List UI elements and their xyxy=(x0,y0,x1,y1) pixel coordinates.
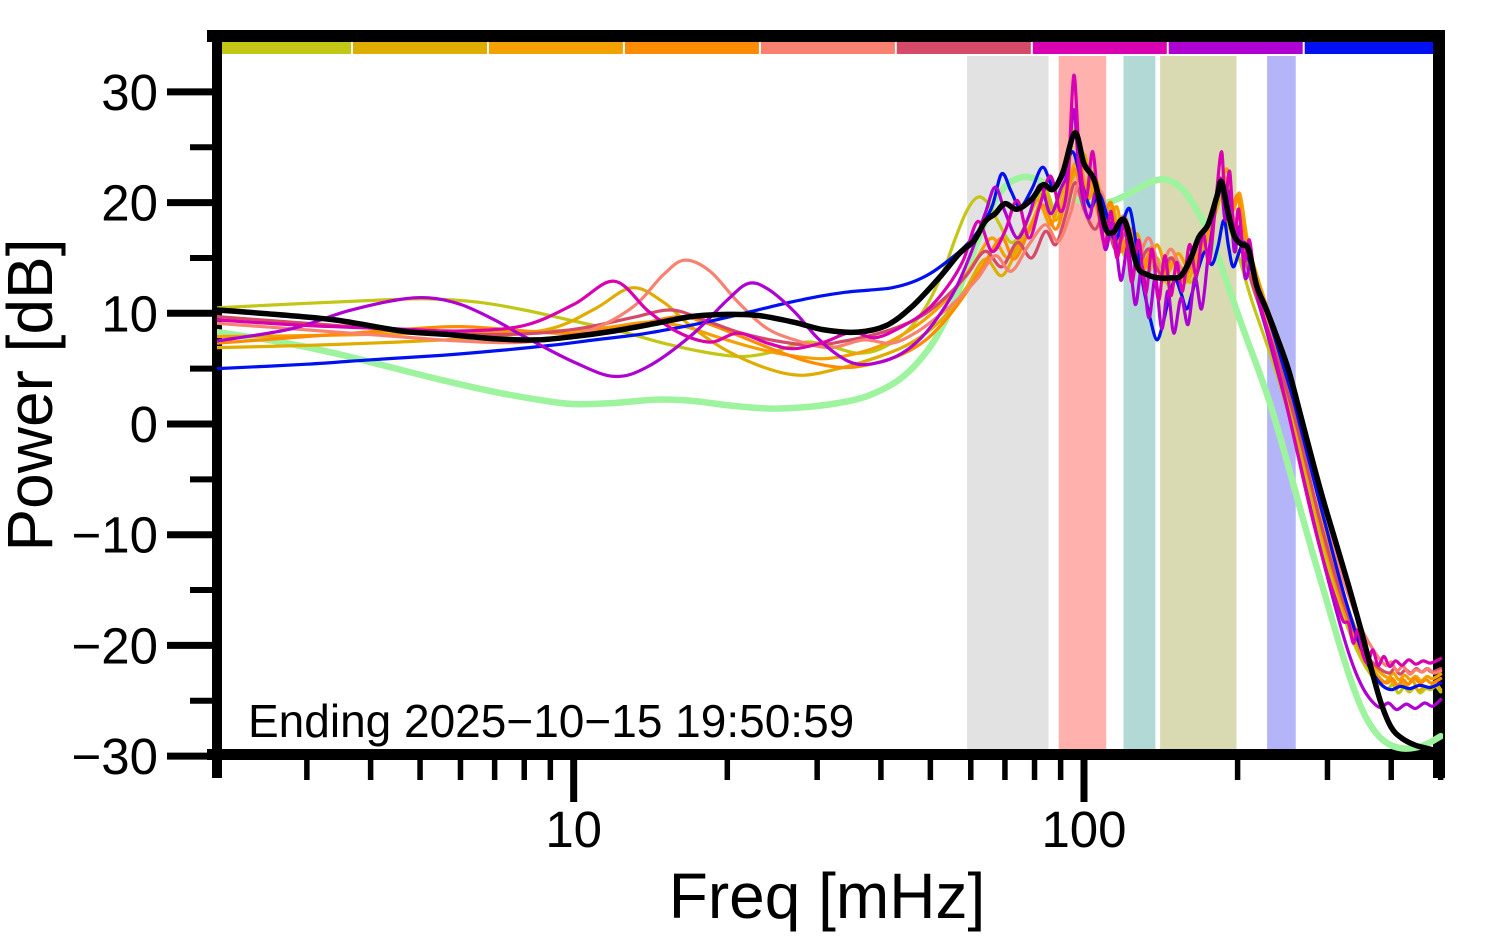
time-segment xyxy=(760,42,895,54)
series-salmon xyxy=(217,178,1443,676)
time-segment xyxy=(1304,42,1441,54)
y-tick-label: 30 xyxy=(101,64,158,121)
band-teal xyxy=(1123,56,1156,749)
y-tick-label: 0 xyxy=(130,396,158,453)
x-axis-title: Freq [mHz] xyxy=(669,860,985,932)
y-axis-title: Power [dB] xyxy=(0,238,66,551)
time-segment xyxy=(1168,42,1303,54)
y-tick-label: 20 xyxy=(101,175,158,232)
frame-top xyxy=(207,30,1445,42)
series-orange xyxy=(217,158,1443,683)
y-tick-label: −30 xyxy=(71,728,158,785)
series-mean-black xyxy=(217,130,1443,755)
ending-timestamp: Ending 2025−10−15 19:50:59 xyxy=(248,695,854,747)
frequency-bands xyxy=(967,56,1296,749)
time-segment xyxy=(353,42,487,54)
axis-ticks xyxy=(167,88,1444,802)
series-crimson xyxy=(217,181,1443,676)
y-tick-label: −10 xyxy=(71,507,158,564)
y-tick-label: 10 xyxy=(101,285,158,342)
time-segment xyxy=(896,42,1031,54)
plot-frame xyxy=(207,30,1445,778)
x-tick-label: 100 xyxy=(1041,801,1126,858)
frame-right xyxy=(1433,30,1445,778)
y-tick-label: −20 xyxy=(71,617,158,674)
time-segment-bar xyxy=(217,42,1441,54)
series-olive xyxy=(217,127,1443,695)
band-khaki xyxy=(1160,56,1237,749)
series-dark-orange xyxy=(217,167,1443,687)
time-segment xyxy=(488,42,623,54)
frame-bottom xyxy=(207,749,1445,760)
time-segment xyxy=(624,42,759,54)
series-purple xyxy=(217,107,1443,712)
series-blue xyxy=(217,150,1443,692)
time-segment xyxy=(217,42,351,54)
x-tick-label: 10 xyxy=(545,801,602,858)
band-gray xyxy=(967,56,1049,749)
time-segment xyxy=(1032,42,1167,54)
spectrum-curves xyxy=(217,73,1443,755)
series-gold xyxy=(217,152,1443,693)
series-green-reference xyxy=(217,173,1443,752)
frame-left xyxy=(212,30,222,778)
